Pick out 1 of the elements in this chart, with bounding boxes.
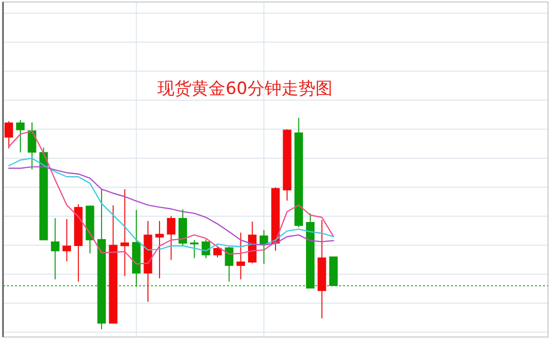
chart-title: 现货黄金60分钟走势图 [158,79,332,99]
